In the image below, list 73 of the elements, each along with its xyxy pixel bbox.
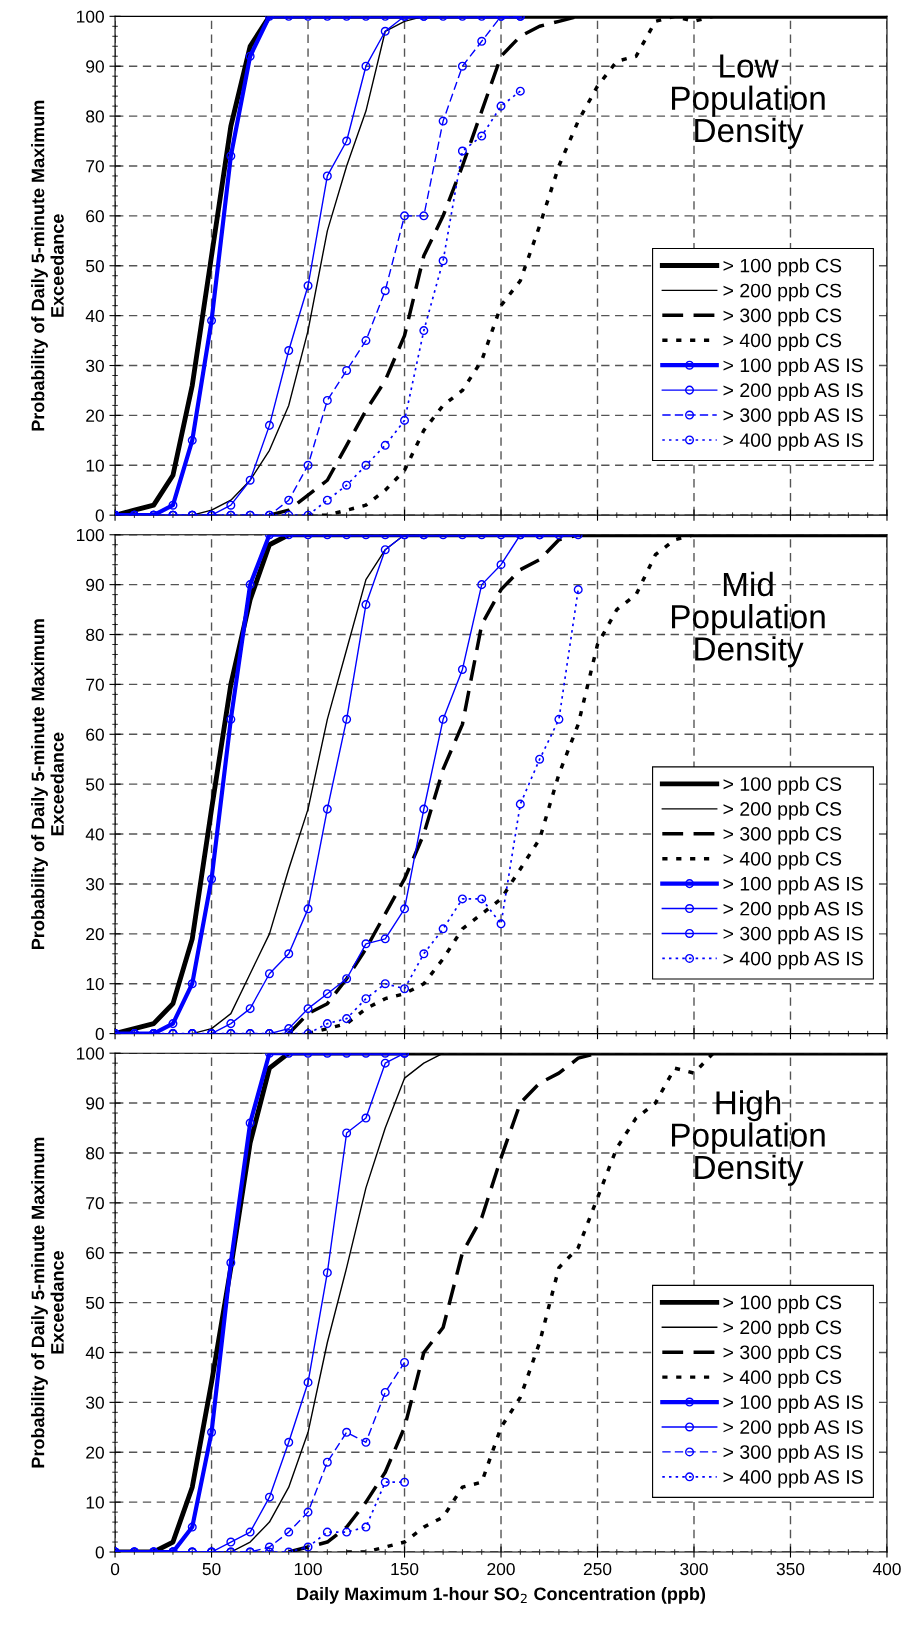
legend-label: > 400 ppb AS IS — [723, 432, 863, 451]
x-tick-label: 150 — [391, 1562, 419, 1576]
y-tick-label: 100 — [77, 528, 104, 542]
legend-label: > 200 ppb CS — [723, 283, 842, 302]
legend-label: > 200 ppb AS IS — [723, 382, 863, 401]
y-tick-label: 70 — [86, 160, 104, 173]
y-tick-label: 50 — [86, 1296, 104, 1310]
y-tick-label: 0 — [95, 509, 104, 522]
legend-label: > 400 ppb AS IS — [723, 951, 863, 970]
y-tick-label: 10 — [86, 459, 104, 472]
y-tick-label: 0 — [95, 1027, 104, 1041]
legend-label: > 400 ppb CS — [723, 851, 842, 870]
legend-label: > 400 ppb AS IS — [723, 1469, 863, 1488]
y-axis-title: Probability of Daily 5-minute Maximum Exceedance — [31, 100, 64, 431]
legend-label: > 300 ppb CS — [723, 1344, 842, 1364]
y-axis-title: Probability of Daily 5-minute Maximum Exceedance — [31, 1137, 64, 1468]
y-tick-label: 50 — [86, 259, 104, 273]
x-axis-title: Daily Maximum 1-hour SO$_{2}$ Concentration (ppb) — [297, 1586, 706, 1604]
y-tick-label: 90 — [86, 60, 104, 73]
y-tick-label: 90 — [86, 1097, 104, 1110]
annotation: Low Population Density — [672, 54, 825, 149]
y-tick-label: 10 — [86, 1496, 104, 1509]
annotation: Mid Population Density — [672, 571, 825, 668]
legend-label: > 300 ppb AS IS — [723, 1444, 863, 1463]
x-tick-label: 400 — [872, 1562, 901, 1576]
legend-label: > 200 ppb CS — [723, 801, 842, 820]
y-tick-label: 30 — [86, 359, 104, 372]
legend-label: > 300 ppb AS IS — [723, 407, 863, 426]
y-tick-label: 60 — [86, 210, 104, 223]
y-tick-label: 100 — [77, 10, 104, 23]
y-tick-label: 0 — [95, 1546, 104, 1559]
y-tick-label: 30 — [86, 1396, 104, 1409]
legend-label: > 200 ppb AS IS — [723, 1419, 863, 1438]
legend-label: > 200 ppb AS IS — [723, 901, 863, 920]
legend-label: > 400 ppb CS — [723, 1369, 842, 1388]
y-tick-label: 20 — [86, 409, 104, 422]
x-tick-label: 50 — [202, 1562, 221, 1576]
y-tick-label: 80 — [86, 1147, 104, 1160]
y-tick-label: 60 — [86, 1246, 104, 1260]
x-tick-label: 200 — [487, 1562, 515, 1576]
legend-label: > 100 ppb CS — [723, 1295, 842, 1314]
x-tick-label: 350 — [776, 1562, 805, 1576]
x-tick-label: 250 — [583, 1562, 612, 1576]
legend-label: > 100 ppb AS IS — [723, 1394, 863, 1413]
annotation: High Population Density — [672, 1090, 825, 1186]
y-tick-label: 20 — [86, 1446, 104, 1459]
y-tick-label: 40 — [85, 1346, 104, 1359]
y-tick-label: 10 — [86, 977, 104, 991]
y-tick-label: 70 — [86, 678, 104, 691]
x-tick-label: 300 — [680, 1562, 708, 1576]
y-tick-label: 90 — [86, 578, 104, 592]
y-tick-label: 60 — [86, 728, 104, 741]
legend-label: > 100 ppb AS IS — [723, 357, 863, 377]
x-tick-label: 0 — [110, 1562, 120, 1576]
legend-label: > 100 ppb CS — [723, 776, 842, 795]
y-tick-label: 20 — [86, 928, 104, 941]
legend-label: > 400 ppb CS — [723, 332, 842, 352]
y-axis-title: Probability of Daily 5-minute Maximum Exceedance — [31, 619, 64, 949]
legend-label: > 300 ppb CS — [723, 826, 842, 845]
y-tick-label: 100 — [77, 1047, 104, 1060]
y-tick-label: 40 — [85, 828, 104, 841]
x-tick-label: 100 — [294, 1562, 322, 1576]
y-tick-label: 40 — [85, 309, 104, 323]
y-tick-label: 50 — [86, 778, 104, 791]
legend-label: > 100 ppb AS IS — [723, 876, 863, 895]
y-tick-label: 30 — [86, 878, 104, 891]
legend-label: > 300 ppb CS — [723, 308, 842, 327]
y-tick-label: 80 — [86, 628, 104, 641]
legend-label: > 300 ppb AS IS — [723, 926, 863, 945]
legend-label: > 200 ppb CS — [723, 1319, 842, 1339]
y-tick-label: 70 — [86, 1197, 104, 1210]
legend-label: > 100 ppb CS — [723, 258, 842, 277]
y-tick-label: 80 — [86, 110, 104, 123]
